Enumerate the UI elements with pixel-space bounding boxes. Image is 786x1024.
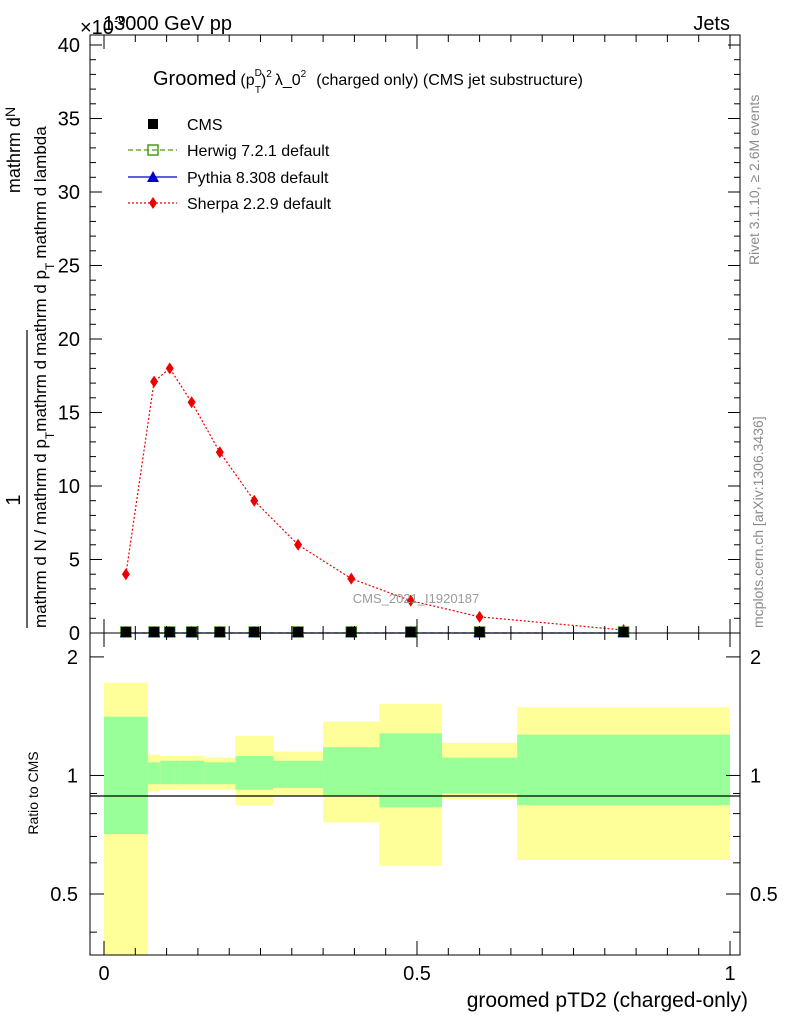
ratio-panel: 0.5 0.5 1 1 2 2 0 0.5 1 — [50, 632, 778, 985]
series-3-point — [294, 538, 303, 551]
ratio-band-stat — [204, 762, 236, 785]
legend-marker-3 — [149, 197, 157, 209]
series-0-point — [405, 627, 416, 637]
top-ytick-label: 25 — [58, 256, 80, 278]
top-panel: 0 5 10 15 20 25 30 35 40 — [58, 34, 741, 645]
top-ytick-label: 20 — [58, 329, 80, 351]
top-y-label: 1 mathrm dN mathrm d N / mathrm d pTmath… — [2, 107, 57, 628]
legend-label: CMS — [187, 117, 223, 134]
ratio-band-stat — [323, 747, 380, 796]
legend-marker-2 — [147, 171, 159, 182]
header-jets: Jets — [693, 13, 730, 35]
ratio-frame — [89, 632, 741, 956]
series-0-point — [164, 627, 175, 637]
series-3-point — [215, 446, 224, 459]
ratio-band-stat — [147, 762, 161, 785]
series-0-point — [293, 627, 304, 637]
plot-title: Groomed (pD T)2 λ_02 (charged only) (CMS jet… — [153, 68, 583, 96]
series-0-point — [346, 627, 357, 637]
top-ytick-label: 15 — [58, 403, 80, 425]
series-0-point — [618, 627, 629, 637]
x-tick-label: 0 — [98, 963, 109, 985]
top-ytick-label: 5 — [69, 550, 80, 572]
top-ytick-label: 30 — [58, 182, 80, 204]
legend-marker-1 — [147, 144, 159, 156]
series-3-point — [347, 572, 356, 585]
x-axis-label: groomed pTD2 (charged-only) — [467, 989, 748, 1012]
svg-text:mathrm dN: mathrm dN — [2, 107, 24, 193]
y-multiplier: ×10-9 — [80, 13, 126, 39]
top-ytick-label: 35 — [58, 109, 80, 131]
top-ytick-label: 10 — [58, 476, 80, 498]
x-tick-label: 1 — [724, 963, 735, 985]
ratio-y-label: Ratio to CMS — [25, 751, 41, 834]
series-3-point — [187, 396, 196, 409]
ratio-ytick-label-right: 2 — [750, 647, 761, 669]
ratio-band-stat — [273, 760, 324, 788]
series-0-point — [120, 627, 131, 637]
analysis-watermark: CMS_2021_I1920187 — [353, 591, 480, 606]
ratio-ytick-label: 0.5 — [50, 884, 78, 906]
mcplots-label: mcplots.cern.ch [arXiv:1306.3436] — [750, 416, 766, 628]
series-0-point — [186, 627, 197, 637]
series-3-point — [165, 362, 174, 375]
series-0-point — [149, 627, 160, 637]
x-tick-label: 0.5 — [403, 963, 431, 985]
y-label-denominator: mathrm d N / mathrm d pTmathrm dmathrm d… — [31, 126, 57, 628]
ratio-band-stat — [517, 734, 730, 806]
legend-label: Pythia 8.308 default — [187, 170, 329, 187]
legend-label: Sherpa 2.2.9 default — [187, 196, 332, 213]
ratio-ytick-label-right: 0.5 — [750, 884, 778, 906]
ratio-band-stat — [379, 733, 443, 808]
series-3-point — [150, 375, 159, 388]
ratio-ytick-label: 1 — [67, 765, 78, 787]
ratio-band-stat — [235, 756, 274, 790]
top-ytick-label: 40 — [58, 35, 80, 57]
series-3-point — [406, 594, 415, 607]
ratio-ytick-label: 2 — [67, 647, 78, 669]
series-3-point — [475, 610, 484, 623]
header-energy: 13000 GeV pp — [103, 13, 232, 35]
series-0-point — [249, 627, 260, 637]
series-0-point — [214, 627, 225, 637]
series-3-point — [121, 568, 130, 581]
ratio-band-stat — [442, 757, 518, 794]
svg-text:1: 1 — [3, 494, 25, 505]
legend: CMS Herwig 7.2.1 default Pythia 8.308 defa… — [128, 117, 332, 213]
ratio-band-stat — [104, 716, 148, 835]
ratio-band-stat — [160, 760, 180, 785]
legend-marker-0 — [148, 119, 158, 129]
top-ytick-label: 0 — [69, 623, 80, 645]
ratio-band-stat — [179, 760, 205, 785]
rivet-version-label: Rivet 3.1.10, ≥ 2.6M events — [746, 95, 762, 265]
legend-label: Herwig 7.2.1 default — [187, 143, 330, 160]
series-3-point — [250, 494, 259, 507]
ratio-ytick-label-right: 1 — [750, 765, 761, 787]
